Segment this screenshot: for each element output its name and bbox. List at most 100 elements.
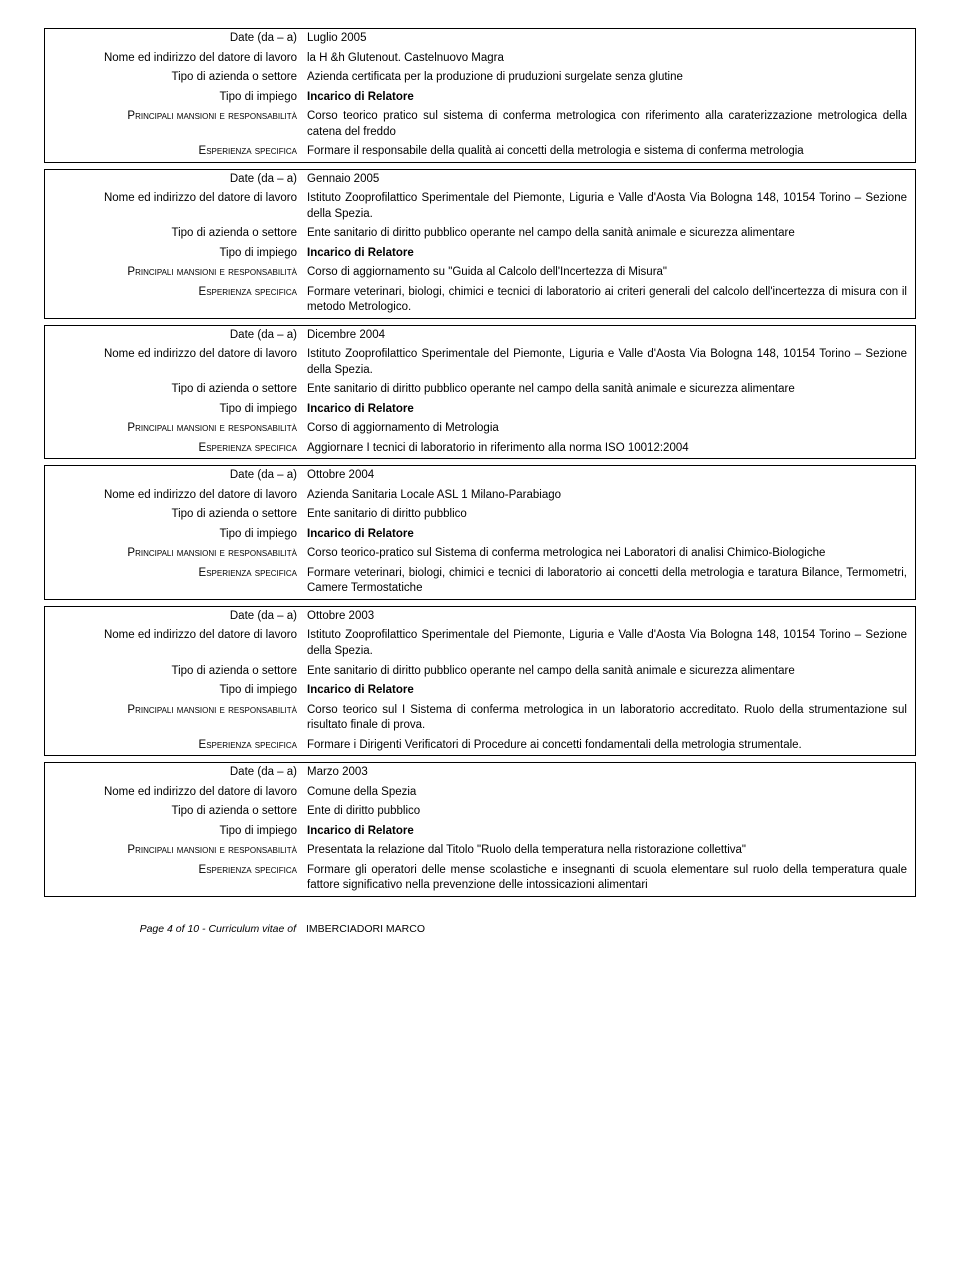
cv-row-duties: Principali mansioni e responsabilitàCors… — [45, 107, 915, 142]
cv-value-specific: Formare veterinari, biologi, chimici e t… — [307, 283, 915, 318]
cv-label-employer: Nome ed indirizzo del datore di lavoro — [45, 345, 307, 365]
cv-label-specific: Esperienza specifica — [45, 142, 307, 162]
cv-value-employer: Azienda Sanitaria Locale ASL 1 Milano-Pa… — [307, 486, 915, 506]
cv-label-jobtype: Tipo di impiego — [45, 525, 307, 545]
cv-value-date: Marzo 2003 — [307, 763, 915, 783]
cv-value-specific: Formare il responsabile della qualità ai… — [307, 142, 915, 162]
cv-value-jobtype: Incarico di Relatore — [307, 681, 915, 701]
cv-label-employer: Nome ed indirizzo del datore di lavoro — [45, 189, 307, 209]
cv-label-specific: Esperienza specifica — [45, 564, 307, 584]
cv-value-duties: Corso teorico sul I Sistema di conferma … — [307, 701, 915, 736]
cv-entry: Date (da – a)Ottobre 2004Nome ed indiriz… — [44, 465, 916, 600]
cv-label-jobtype: Tipo di impiego — [45, 400, 307, 420]
cv-value-sector: Ente sanitario di diritto pubblico opera… — [307, 380, 915, 400]
cv-value-employer: Istituto Zooprofilattico Sperimentale de… — [307, 626, 915, 661]
cv-row-jobtype: Tipo di impiegoIncarico di Relatore — [45, 400, 915, 420]
cv-label-jobtype: Tipo di impiego — [45, 681, 307, 701]
cv-value-employer: Istituto Zooprofilattico Sperimentale de… — [307, 345, 915, 380]
cv-value-specific: Formare gli operatori delle mense scolas… — [307, 861, 915, 896]
cv-row-duties: Principali mansioni e responsabilitàCors… — [45, 544, 915, 564]
cv-label-specific: Esperienza specifica — [45, 861, 307, 881]
cv-row-date: Date (da – a)Dicembre 2004 — [45, 326, 915, 346]
cv-label-jobtype: Tipo di impiego — [45, 822, 307, 842]
cv-label-employer: Nome ed indirizzo del datore di lavoro — [45, 783, 307, 803]
cv-value-jobtype: Incarico di Relatore — [307, 525, 915, 545]
cv-row-jobtype: Tipo di impiegoIncarico di Relatore — [45, 822, 915, 842]
cv-row-specific: Esperienza specificaFormare gli operator… — [45, 861, 915, 896]
cv-label-sector: Tipo di azienda o settore — [45, 662, 307, 682]
cv-label-date: Date (da – a) — [45, 29, 307, 49]
cv-value-duties: Corso teorico-pratico sul Sistema di con… — [307, 544, 915, 564]
cv-value-duties: Corso di aggiornamento di Metrologia — [307, 419, 915, 439]
cv-value-jobtype: Incarico di Relatore — [307, 822, 915, 842]
cv-row-duties: Principali mansioni e responsabilitàCors… — [45, 419, 915, 439]
cv-row-sector: Tipo di azienda o settoreEnte sanitario … — [45, 224, 915, 244]
cv-label-jobtype: Tipo di impiego — [45, 244, 307, 264]
footer-right: IMBERCIADORI MARCO — [306, 923, 916, 935]
cv-row-employer: Nome ed indirizzo del datore di lavorola… — [45, 49, 915, 69]
cv-value-date: Ottobre 2003 — [307, 607, 915, 627]
cv-row-date: Date (da – a)Marzo 2003 — [45, 763, 915, 783]
cv-row-specific: Esperienza specificaFormare veterinari, … — [45, 564, 915, 599]
cv-label-date: Date (da – a) — [45, 170, 307, 190]
cv-label-duties: Principali mansioni e responsabilità — [45, 107, 307, 127]
cv-label-duties: Principali mansioni e responsabilità — [45, 419, 307, 439]
cv-label-date: Date (da – a) — [45, 466, 307, 486]
cv-label-sector: Tipo di azienda o settore — [45, 224, 307, 244]
cv-entry: Date (da – a)Gennaio 2005Nome ed indiriz… — [44, 169, 916, 319]
cv-label-employer: Nome ed indirizzo del datore di lavoro — [45, 486, 307, 506]
cv-label-specific: Esperienza specifica — [45, 283, 307, 303]
cv-row-date: Date (da – a)Gennaio 2005 — [45, 170, 915, 190]
cv-value-date: Ottobre 2004 — [307, 466, 915, 486]
cv-value-employer: Comune della Spezia — [307, 783, 915, 803]
cv-value-date: Gennaio 2005 — [307, 170, 915, 190]
cv-row-jobtype: Tipo di impiegoIncarico di Relatore — [45, 681, 915, 701]
cv-value-specific: Formare i Dirigenti Verificatori di Proc… — [307, 736, 915, 756]
cv-label-sector: Tipo di azienda o settore — [45, 68, 307, 88]
cv-label-sector: Tipo di azienda o settore — [45, 380, 307, 400]
cv-row-date: Date (da – a)Luglio 2005 — [45, 29, 915, 49]
cv-value-duties: Corso di aggiornamento su "Guida al Calc… — [307, 263, 915, 283]
cv-row-sector: Tipo di azienda o settoreEnte sanitario … — [45, 380, 915, 400]
cv-row-employer: Nome ed indirizzo del datore di lavoroCo… — [45, 783, 915, 803]
cv-value-specific: Aggiornare I tecnici di laboratorio in r… — [307, 439, 915, 459]
cv-entry: Date (da – a)Marzo 2003Nome ed indirizzo… — [44, 762, 916, 897]
cv-row-specific: Esperienza specificaFormare veterinari, … — [45, 283, 915, 318]
cv-value-sector: Ente sanitario di diritto pubblico — [307, 505, 915, 525]
cv-label-specific: Esperienza specifica — [45, 736, 307, 756]
cv-row-sector: Tipo di azienda o settoreEnte sanitario … — [45, 662, 915, 682]
cv-label-duties: Principali mansioni e responsabilità — [45, 701, 307, 721]
cv-row-date: Date (da – a)Ottobre 2004 — [45, 466, 915, 486]
cv-label-employer: Nome ed indirizzo del datore di lavoro — [45, 626, 307, 646]
cv-row-jobtype: Tipo di impiegoIncarico di Relatore — [45, 88, 915, 108]
cv-label-duties: Principali mansioni e responsabilità — [45, 841, 307, 861]
cv-label-duties: Principali mansioni e responsabilità — [45, 263, 307, 283]
cv-row-jobtype: Tipo di impiegoIncarico di Relatore — [45, 244, 915, 264]
cv-row-sector: Tipo di azienda o settoreEnte sanitario … — [45, 505, 915, 525]
cv-label-specific: Esperienza specifica — [45, 439, 307, 459]
cv-value-date: Luglio 2005 — [307, 29, 915, 49]
cv-label-duties: Principali mansioni e responsabilità — [45, 544, 307, 564]
cv-row-jobtype: Tipo di impiegoIncarico di Relatore — [45, 525, 915, 545]
cv-value-employer: la H &h Glutenout. Castelnuovo Magra — [307, 49, 915, 69]
cv-row-sector: Tipo di azienda o settoreEnte di diritto… — [45, 802, 915, 822]
cv-label-employer: Nome ed indirizzo del datore di lavoro — [45, 49, 307, 69]
cv-row-employer: Nome ed indirizzo del datore di lavoroIs… — [45, 626, 915, 661]
cv-row-duties: Principali mansioni e responsabilitàCors… — [45, 701, 915, 736]
cv-row-sector: Tipo di azienda o settoreAzienda certifi… — [45, 68, 915, 88]
cv-label-jobtype: Tipo di impiego — [45, 88, 307, 108]
cv-label-date: Date (da – a) — [45, 763, 307, 783]
cv-value-employer: Istituto Zooprofilattico Sperimentale de… — [307, 189, 915, 224]
cv-row-specific: Esperienza specificaFormare i Dirigenti … — [45, 736, 915, 756]
cv-value-jobtype: Incarico di Relatore — [307, 400, 915, 420]
cv-value-duties: Presentata la relazione dal Titolo "Ruol… — [307, 841, 915, 861]
cv-value-sector: Azienda certificata per la produzione di… — [307, 68, 915, 88]
cv-value-sector: Ente di diritto pubblico — [307, 802, 915, 822]
cv-row-employer: Nome ed indirizzo del datore di lavoroAz… — [45, 486, 915, 506]
cv-value-duties: Corso teorico pratico sul sistema di con… — [307, 107, 915, 142]
cv-value-specific: Formare veterinari, biologi, chimici e t… — [307, 564, 915, 599]
cv-entry: Date (da – a)Ottobre 2003Nome ed indiriz… — [44, 606, 916, 756]
cv-entry: Date (da – a)Dicembre 2004Nome ed indiri… — [44, 325, 916, 460]
cv-row-duties: Principali mansioni e responsabilitàCors… — [45, 263, 915, 283]
cv-row-duties: Principali mansioni e responsabilitàPres… — [45, 841, 915, 861]
